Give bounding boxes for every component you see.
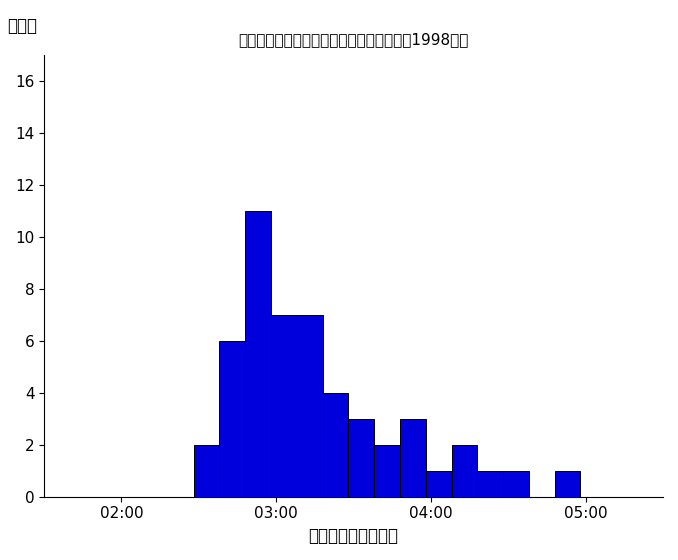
Bar [348, 419, 374, 497]
Bar [503, 471, 529, 497]
Bar [297, 315, 323, 497]
Bar [426, 471, 452, 497]
Bar [555, 471, 580, 497]
Bar [400, 419, 426, 497]
Bar [245, 211, 271, 497]
Bar [271, 315, 297, 497]
X-axis label: パフォーマンス時間: パフォーマンス時間 [308, 527, 399, 545]
Bar [477, 471, 503, 497]
Bar [452, 445, 477, 497]
Bar [323, 393, 348, 497]
Bar [194, 445, 220, 497]
Text: 歌手数: 歌手数 [7, 17, 37, 35]
Title: パフォーマンス時間ごとの歌手数の分布（1998年）: パフォーマンス時間ごとの歌手数の分布（1998年） [239, 32, 468, 47]
Bar [374, 445, 400, 497]
Bar [220, 341, 245, 497]
